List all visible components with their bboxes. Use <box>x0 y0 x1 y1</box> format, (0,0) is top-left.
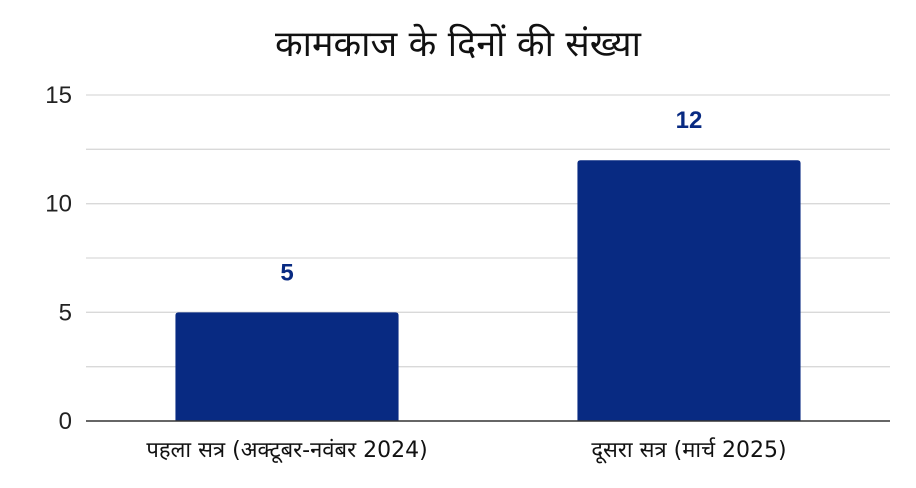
y-tick-label: 15 <box>45 82 72 109</box>
y-tick-label: 0 <box>59 408 72 435</box>
x-category-label: पहला सत्र (अक्टूबर-नवंबर 2024) <box>146 438 427 464</box>
chart-title: कामकाज के दिनों की संख्या <box>275 23 642 65</box>
bar <box>175 312 399 421</box>
y-axis-ticks: 0 5 10 15 <box>45 82 72 435</box>
data-label: 5 <box>280 259 293 286</box>
x-axis-categories: पहला सत्र (अक्टूबर-नवंबर 2024) दूसरा सत्र… <box>146 437 786 464</box>
y-tick-label: 10 <box>45 191 72 218</box>
x-category-label: दूसरा सत्र (मार्च 2025) <box>591 437 786 464</box>
data-labels: 5 12 <box>280 107 702 286</box>
bar <box>577 160 801 421</box>
bars <box>175 160 801 421</box>
y-tick-label: 5 <box>59 299 72 326</box>
data-label: 12 <box>676 107 703 134</box>
